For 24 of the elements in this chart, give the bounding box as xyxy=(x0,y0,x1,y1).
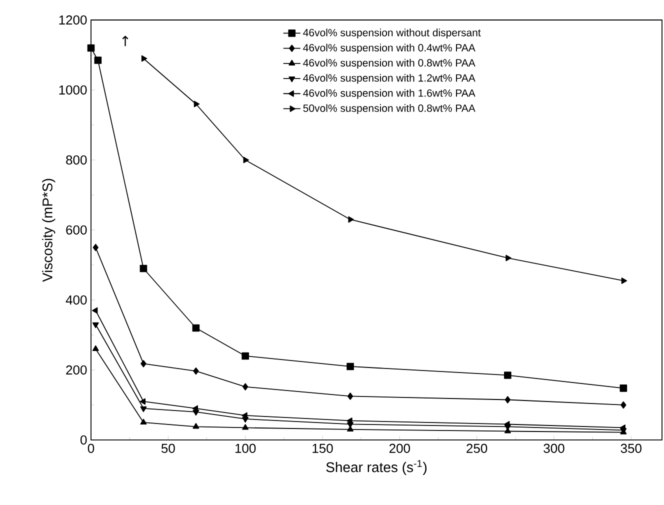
y-tick-label: 0 xyxy=(80,435,87,445)
legend-label: 46vol% suspension with 0.8wt% PAA xyxy=(303,58,476,69)
annotation: ↑ xyxy=(122,36,128,46)
legend-label: 46vol% suspension with 1.6wt% PAA xyxy=(303,89,476,99)
legend-label: 46vol% suspension with 0.4wt% PAA xyxy=(303,44,476,54)
y-tick-label: 400 xyxy=(66,295,87,305)
x-tick-label: 300 xyxy=(544,444,564,453)
x-tick-label: 350 xyxy=(620,444,642,453)
y-tick-label: 200 xyxy=(66,365,87,375)
y-tick-label: 600 xyxy=(66,225,87,235)
y-axis-title: Viscosity (mP*S) xyxy=(42,178,56,282)
x-tick-label: 0 xyxy=(88,444,94,453)
legend-label: 46vol% suspension without dispersant xyxy=(303,28,481,38)
x-tick-label: 50 xyxy=(161,444,175,453)
x-tick-label: 200 xyxy=(389,444,410,453)
y-tick-label: 1000 xyxy=(59,85,87,95)
x-tick-label: 100 xyxy=(235,444,256,453)
x-axis-title: Shear rates (s$^{-1}$) xyxy=(326,460,427,475)
legend-label: 50vol% suspension with 0.8wt% PAA xyxy=(303,104,476,114)
y-tick-label: 1200 xyxy=(59,15,87,25)
y-tick-label: 800 xyxy=(66,155,87,165)
x-tick-label: 150 xyxy=(312,444,333,453)
x-tick-label: 250 xyxy=(466,444,488,453)
legend-label: 46vol% suspension with 1.2wt% PAA xyxy=(303,74,476,84)
